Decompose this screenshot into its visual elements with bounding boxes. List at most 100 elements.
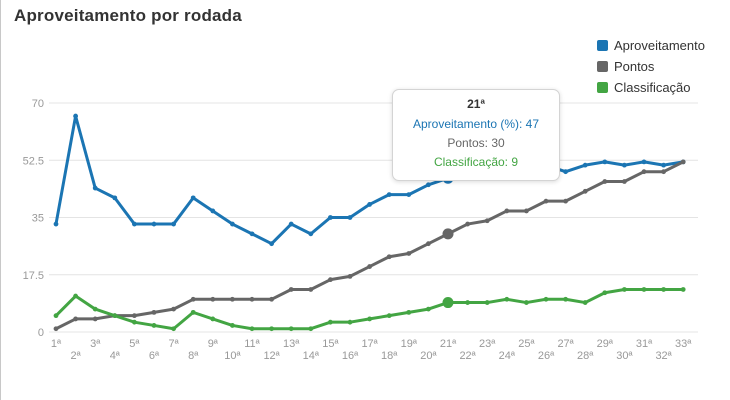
data-point[interactable]: [386, 254, 392, 260]
data-point[interactable]: [308, 287, 314, 292]
data-point[interactable]: [661, 287, 666, 292]
data-point[interactable]: [249, 296, 255, 302]
data-point[interactable]: [504, 208, 510, 214]
data-point[interactable]: [92, 306, 98, 312]
data-point[interactable]: [563, 198, 568, 204]
data-point[interactable]: [132, 319, 137, 325]
data-point[interactable]: [171, 326, 177, 332]
data-point[interactable]: [622, 162, 627, 168]
data-point[interactable]: [641, 159, 647, 165]
data-point[interactable]: [308, 231, 314, 237]
data-point[interactable]: [151, 323, 157, 328]
data-point[interactable]: [622, 179, 627, 184]
data-point[interactable]: [641, 287, 647, 292]
data-point[interactable]: [602, 159, 608, 165]
data-point[interactable]: [367, 202, 372, 207]
data-point[interactable]: [367, 264, 372, 269]
data-point[interactable]: [171, 221, 177, 227]
data-point[interactable]: [230, 323, 235, 328]
data-point[interactable]: [210, 208, 216, 214]
data-point[interactable]: [661, 162, 666, 168]
data-point[interactable]: [582, 162, 588, 168]
x-axis-label: 27ª: [557, 338, 574, 350]
data-point[interactable]: [602, 290, 608, 296]
data-point[interactable]: [386, 313, 392, 319]
data-point[interactable]: [73, 293, 78, 299]
data-point[interactable]: [641, 169, 647, 175]
data-point[interactable]: [563, 296, 568, 302]
data-point[interactable]: [680, 159, 686, 165]
data-point[interactable]: [230, 221, 235, 227]
data-point[interactable]: [92, 185, 98, 191]
data-point[interactable]: [328, 319, 333, 325]
x-axis-label: 12ª: [263, 350, 280, 362]
data-point[interactable]: [484, 218, 490, 224]
data-point[interactable]: [269, 296, 274, 302]
data-point[interactable]: [151, 221, 157, 227]
data-point[interactable]: [347, 215, 353, 220]
data-point[interactable]: [132, 313, 137, 319]
data-point[interactable]: [230, 296, 235, 302]
data-point[interactable]: [73, 316, 78, 322]
data-point[interactable]: [210, 316, 216, 322]
data-point[interactable]: [406, 251, 412, 256]
data-point[interactable]: [622, 287, 627, 292]
data-point[interactable]: [442, 297, 454, 309]
data-point[interactable]: [92, 316, 98, 322]
legend-label: Aproveitamento: [613, 38, 705, 53]
data-point[interactable]: [308, 326, 314, 332]
data-point[interactable]: [543, 198, 549, 204]
data-point[interactable]: [269, 241, 274, 247]
data-point[interactable]: [249, 231, 255, 237]
data-point[interactable]: [582, 188, 588, 194]
data-point[interactable]: [484, 300, 490, 305]
data-point[interactable]: [524, 300, 529, 305]
data-point[interactable]: [582, 300, 588, 305]
data-point[interactable]: [112, 313, 118, 319]
data-point[interactable]: [426, 306, 431, 312]
data-point[interactable]: [406, 192, 412, 198]
data-point[interactable]: [367, 316, 372, 322]
data-point[interactable]: [249, 326, 255, 332]
data-point[interactable]: [190, 296, 196, 302]
data-point[interactable]: [53, 313, 59, 319]
data-point[interactable]: [406, 309, 412, 315]
data-point[interactable]: [680, 287, 686, 292]
legend-item-classificao[interactable]: Classificação: [596, 80, 705, 95]
data-point[interactable]: [53, 326, 59, 332]
data-point[interactable]: [465, 221, 470, 227]
data-point[interactable]: [386, 192, 392, 198]
data-point[interactable]: [288, 287, 294, 292]
data-point[interactable]: [442, 228, 454, 240]
data-point[interactable]: [465, 300, 470, 305]
data-point[interactable]: [328, 215, 333, 220]
data-point[interactable]: [426, 241, 431, 247]
data-point[interactable]: [504, 296, 510, 302]
data-point[interactable]: [171, 306, 177, 312]
data-point[interactable]: [190, 195, 196, 201]
x-axis-label: 24ª: [499, 350, 516, 362]
data-point[interactable]: [426, 182, 431, 188]
x-axis-label: 16ª: [342, 350, 359, 362]
data-point[interactable]: [190, 309, 196, 315]
data-point[interactable]: [210, 296, 216, 302]
data-point[interactable]: [269, 326, 274, 332]
data-point[interactable]: [132, 221, 137, 227]
data-point[interactable]: [288, 221, 294, 227]
data-point[interactable]: [347, 319, 353, 325]
data-point[interactable]: [347, 273, 353, 279]
data-point[interactable]: [524, 208, 529, 214]
data-point[interactable]: [151, 309, 157, 315]
data-point[interactable]: [328, 277, 333, 283]
data-point[interactable]: [73, 113, 78, 119]
data-point[interactable]: [563, 169, 568, 175]
data-point[interactable]: [661, 169, 666, 175]
data-point[interactable]: [288, 326, 294, 332]
legend-item-aproveitamento[interactable]: Aproveitamento: [596, 38, 705, 53]
legend-item-pontos[interactable]: Pontos: [596, 59, 705, 74]
data-point[interactable]: [602, 179, 608, 184]
data-point[interactable]: [53, 221, 59, 227]
data-point[interactable]: [112, 195, 118, 201]
data-point[interactable]: [543, 296, 549, 302]
x-axis-label: 31ª: [636, 338, 653, 350]
